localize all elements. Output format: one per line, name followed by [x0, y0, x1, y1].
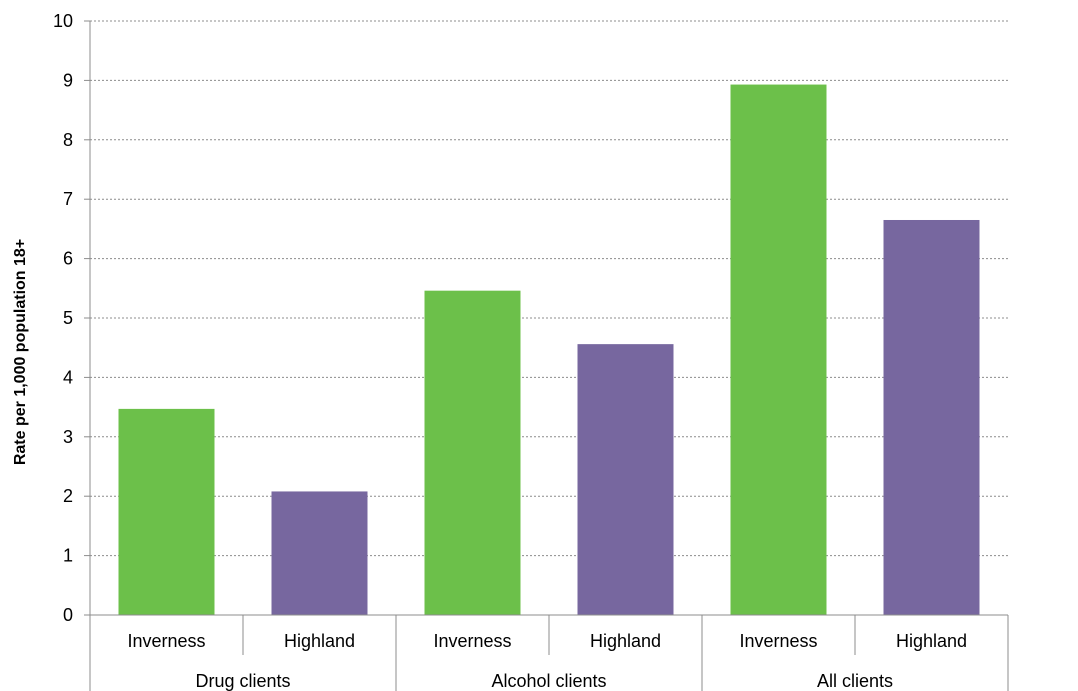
- y-axis-ticks: 0 1 2 3 4 5 6 7 8 9 10: [53, 11, 90, 625]
- y-tick-label: 2: [63, 486, 73, 506]
- x-group-label: Drug clients: [195, 671, 290, 691]
- y-tick-label: 0: [63, 605, 73, 625]
- x-category-label: Highland: [896, 631, 967, 651]
- x-category-label: Inverness: [739, 631, 817, 651]
- x-axis-labels: Inverness Highland Drug clients Inverness Hi…: [127, 631, 967, 691]
- y-tick-label: 3: [63, 427, 73, 447]
- y-tick-label: 5: [63, 308, 73, 328]
- bar-all-clients-highland: [883, 219, 980, 616]
- gridlines: [90, 20, 1008, 557]
- x-category-label: Highland: [284, 631, 355, 651]
- y-tick-label: 4: [63, 367, 73, 387]
- y-tick-label: 1: [63, 546, 73, 566]
- y-tick-label: 10: [53, 11, 73, 31]
- x-category-label: Inverness: [433, 631, 511, 651]
- y-tick-label: 6: [63, 249, 73, 269]
- bar-alcohol-clients-highland: [577, 344, 674, 615]
- x-category-label: Inverness: [127, 631, 205, 651]
- bar-all-clients-inverness: [730, 84, 827, 616]
- bars: [118, 84, 980, 616]
- y-axis-label: Rate per 1,000 population 18+: [12, 239, 29, 465]
- y-tick-label: 8: [63, 130, 73, 150]
- x-category-label: Highland: [590, 631, 661, 651]
- bar-drug-clients-inverness: [118, 408, 215, 615]
- bar-alcohol-clients-inverness: [424, 290, 521, 615]
- bar-drug-clients-highland: [271, 491, 368, 615]
- y-tick-label: 9: [63, 70, 73, 90]
- x-group-label: All clients: [817, 671, 893, 691]
- x-group-label: Alcohol clients: [491, 671, 606, 691]
- axes: [89, 21, 1009, 691]
- y-tick-label: 7: [63, 189, 73, 209]
